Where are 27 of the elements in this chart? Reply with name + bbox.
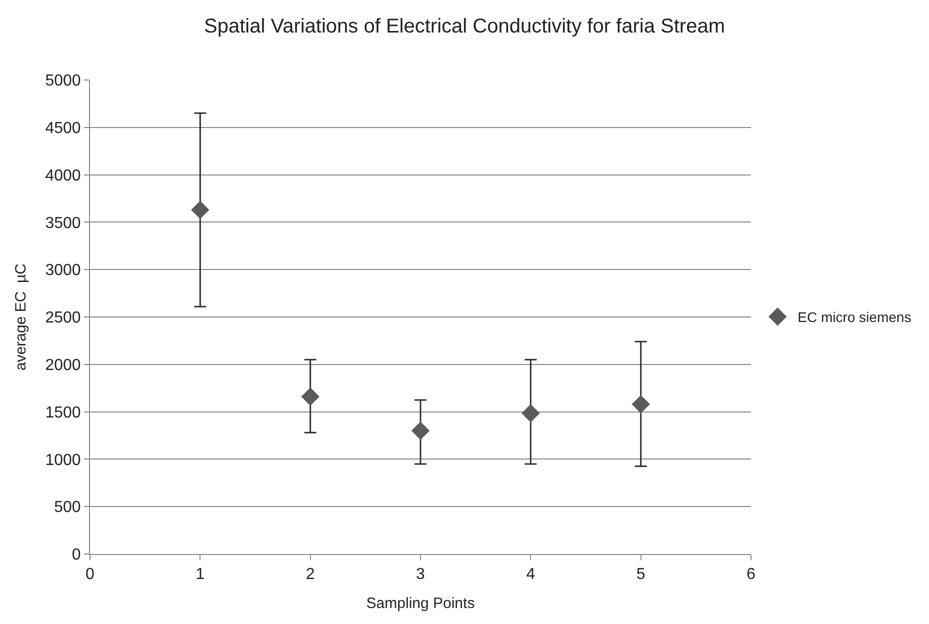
- x-tick-label: 6: [746, 566, 756, 584]
- point: [191, 200, 210, 219]
- y-tick-label: 5000: [45, 72, 81, 90]
- point: [522, 404, 540, 422]
- y-tick-label: 2000: [45, 357, 81, 374]
- y-tick-label: 3500: [45, 214, 81, 232]
- chart-title: Spatial Variations of Electrical Conductivity for faria Stream: [204, 16, 725, 38]
- y-axis-title: average EC µC: [12, 263, 30, 371]
- y-tick-label: 1000: [45, 452, 81, 469]
- x-tick-label: 1: [196, 566, 205, 584]
- y-tick-label: 2500: [45, 310, 81, 327]
- x-axis-title: Sampling Points: [366, 595, 475, 612]
- y-tick-label: 3000: [45, 262, 81, 280]
- y-tick-label: 500: [54, 499, 81, 516]
- x-tick-label: 0: [86, 566, 95, 584]
- point: [632, 395, 650, 414]
- x-tick-label: 2: [306, 566, 315, 584]
- x-tick-label: 5: [636, 566, 646, 584]
- x-tick-label: 4: [526, 566, 536, 584]
- legend-label: EC micro siemens: [798, 309, 912, 326]
- x-tick-label: 3: [416, 566, 426, 584]
- y-tick-label: 4500: [45, 120, 81, 137]
- y-tick-label: 4000: [45, 167, 81, 184]
- y-tick-label: 0: [72, 546, 81, 564]
- point: [301, 388, 320, 406]
- point: [411, 422, 430, 440]
- y-tick-label: 1500: [45, 404, 81, 422]
